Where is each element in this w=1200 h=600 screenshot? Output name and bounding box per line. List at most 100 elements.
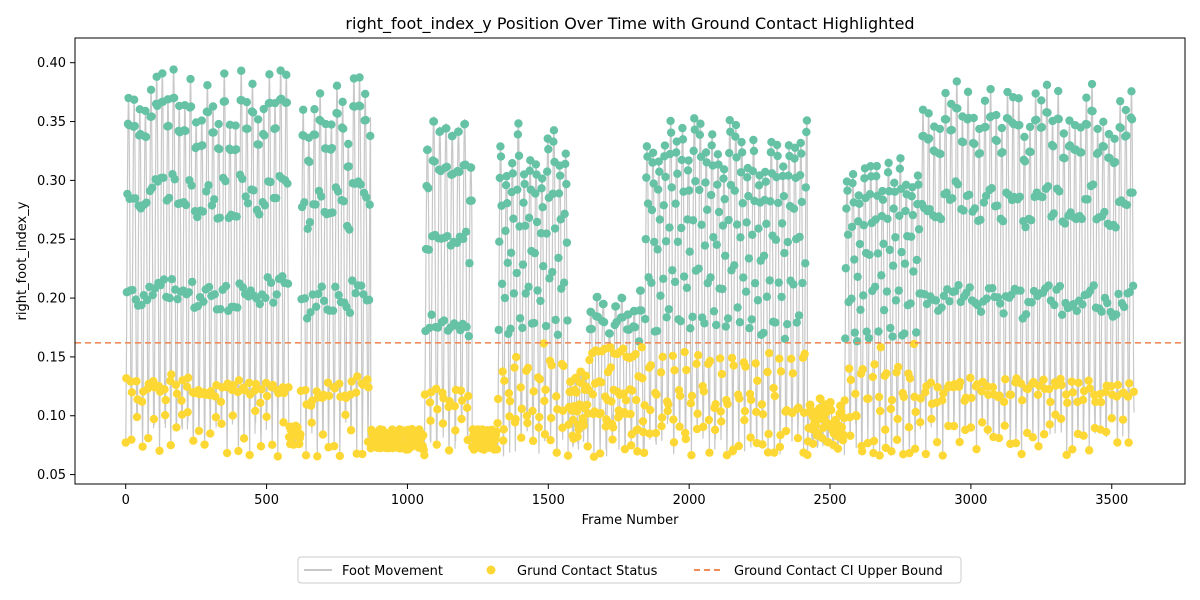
data-point xyxy=(544,145,553,154)
data-point xyxy=(1072,306,1082,316)
data-point xyxy=(1088,180,1098,189)
data-point xyxy=(589,452,599,461)
legend-label-foot-movement: Foot Movement xyxy=(342,564,443,579)
data-point xyxy=(840,396,849,405)
y-tick-label: 0.35 xyxy=(37,115,66,130)
data-point xyxy=(251,406,260,416)
data-point xyxy=(695,130,705,139)
data-point xyxy=(737,148,747,157)
data-point xyxy=(1015,192,1025,201)
data-point xyxy=(221,176,230,186)
data-point xyxy=(530,248,539,258)
data-point xyxy=(310,105,319,114)
data-point xyxy=(777,292,786,302)
data-point xyxy=(1021,310,1031,319)
data-point xyxy=(664,400,673,409)
data-point xyxy=(858,365,867,374)
data-point xyxy=(215,144,224,154)
data-point xyxy=(864,394,873,403)
data-point xyxy=(563,316,572,325)
data-point xyxy=(688,216,698,225)
data-point xyxy=(596,408,605,418)
data-point xyxy=(238,283,248,292)
data-point xyxy=(522,411,532,421)
data-point xyxy=(194,426,204,436)
data-point xyxy=(1103,298,1112,308)
data-point xyxy=(426,416,435,425)
data-point xyxy=(317,192,326,201)
data-point xyxy=(528,436,538,446)
x-tick-label: 500 xyxy=(254,493,279,508)
data-point xyxy=(221,281,231,291)
data-point xyxy=(750,279,760,288)
data-point xyxy=(132,412,142,422)
data-point xyxy=(328,208,337,217)
data-point xyxy=(161,395,170,405)
data-point xyxy=(727,353,737,363)
data-point xyxy=(572,388,581,397)
data-point xyxy=(925,204,934,214)
data-point xyxy=(493,418,502,428)
data-point xyxy=(546,413,556,423)
data-point xyxy=(705,448,714,457)
data-point xyxy=(850,255,859,264)
data-point xyxy=(735,394,744,403)
data-point xyxy=(1110,157,1120,167)
data-point xyxy=(1128,188,1137,197)
data-point xyxy=(425,398,435,407)
data-point xyxy=(228,411,237,420)
data-point xyxy=(689,146,698,156)
data-point xyxy=(715,354,725,363)
data-point xyxy=(1077,148,1086,157)
data-point xyxy=(499,436,508,445)
data-point xyxy=(639,448,649,458)
data-point xyxy=(673,169,682,178)
data-point xyxy=(745,323,754,333)
data-point xyxy=(638,417,648,426)
data-point xyxy=(579,421,588,430)
data-point xyxy=(503,258,512,268)
data-point xyxy=(630,323,640,332)
data-point xyxy=(272,290,281,299)
data-point xyxy=(559,361,568,371)
data-point xyxy=(1034,442,1043,451)
data-point xyxy=(550,224,560,233)
data-point xyxy=(895,211,904,220)
data-point xyxy=(685,247,694,256)
data-point xyxy=(656,368,666,377)
data-point xyxy=(306,308,315,317)
data-point xyxy=(549,137,558,146)
data-point xyxy=(266,177,275,187)
data-point xyxy=(1124,438,1133,447)
data-point xyxy=(317,282,326,291)
data-point xyxy=(514,119,523,128)
data-point xyxy=(693,409,702,418)
data-point xyxy=(695,185,704,195)
data-point xyxy=(1074,378,1083,387)
data-point xyxy=(896,154,905,163)
data-point xyxy=(524,213,534,223)
data-point xyxy=(295,439,304,449)
data-point xyxy=(774,278,783,287)
data-point xyxy=(181,126,190,136)
data-point xyxy=(637,306,646,315)
x-axis-title: Frame Number xyxy=(582,513,680,528)
data-point xyxy=(927,414,936,424)
data-point xyxy=(1048,142,1058,151)
data-point xyxy=(995,299,1005,308)
data-point xyxy=(278,272,287,281)
data-point xyxy=(648,148,658,157)
data-point xyxy=(717,369,727,379)
data-point xyxy=(1121,105,1131,115)
y-tick-label: 0.05 xyxy=(37,468,66,483)
data-point xyxy=(356,180,365,189)
data-point xyxy=(540,396,549,406)
data-point xyxy=(1122,200,1132,210)
data-point xyxy=(784,171,793,180)
data-point xyxy=(1045,384,1054,394)
y-tick-label: 0.10 xyxy=(37,409,66,424)
data-point xyxy=(203,81,212,90)
data-point xyxy=(237,66,246,75)
data-point xyxy=(364,295,374,305)
